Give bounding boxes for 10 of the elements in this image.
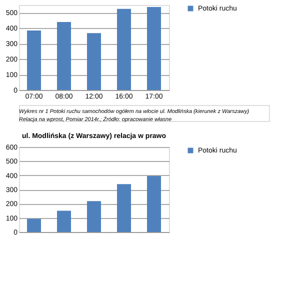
bar xyxy=(87,33,101,90)
bar xyxy=(27,218,41,232)
bar xyxy=(117,184,131,232)
bar xyxy=(57,210,71,232)
bar xyxy=(147,176,161,232)
bar xyxy=(57,22,71,90)
bar xyxy=(87,201,101,232)
bar xyxy=(147,7,161,90)
bar xyxy=(27,30,41,90)
bar xyxy=(117,8,131,90)
